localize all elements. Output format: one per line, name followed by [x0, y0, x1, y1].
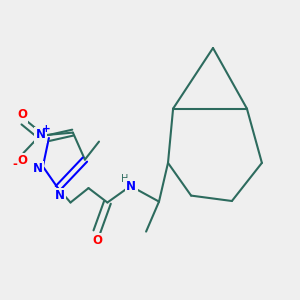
Text: N: N	[126, 179, 136, 193]
Text: N: N	[35, 128, 46, 141]
Text: H: H	[122, 173, 129, 184]
Text: O: O	[17, 108, 27, 121]
Text: N: N	[54, 189, 64, 202]
Text: -: -	[13, 158, 17, 171]
Text: N: N	[32, 162, 43, 176]
Text: +: +	[42, 124, 51, 134]
Text: O: O	[17, 154, 27, 167]
Text: O: O	[92, 234, 102, 247]
